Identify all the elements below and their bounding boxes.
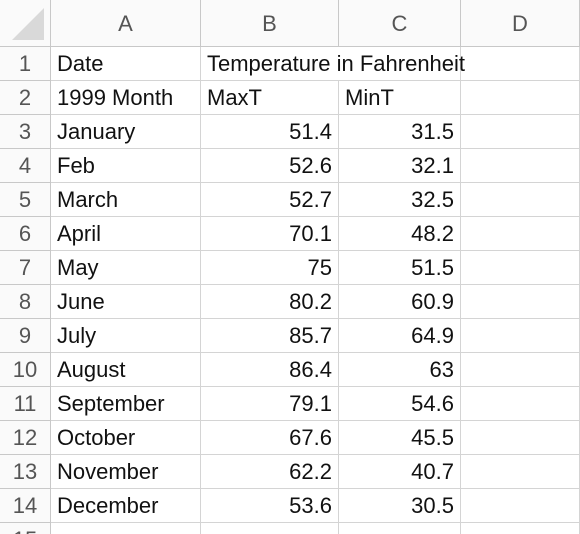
cell[interactable]: January	[51, 115, 201, 149]
cell[interactable]: December	[51, 489, 201, 523]
cell[interactable]: 48.2	[339, 217, 461, 251]
corner-cell[interactable]	[0, 0, 51, 47]
cell[interactable]	[461, 319, 580, 353]
row-header[interactable]: 14	[0, 489, 51, 523]
cell[interactable]: 86.4	[201, 353, 339, 387]
cell[interactable]	[461, 489, 580, 523]
row-header[interactable]: 6	[0, 217, 51, 251]
cell[interactable]: 51.4	[201, 115, 339, 149]
row-header[interactable]: 1	[0, 47, 51, 81]
cell[interactable]: 52.7	[201, 183, 339, 217]
column-header[interactable]: C	[339, 0, 461, 47]
cell[interactable]: 79.1	[201, 387, 339, 421]
cell[interactable]	[461, 421, 580, 455]
row-header[interactable]: 2	[0, 81, 51, 115]
cell[interactable]	[461, 387, 580, 421]
cell[interactable]: 31.5	[339, 115, 461, 149]
cell[interactable]: 52.6	[201, 149, 339, 183]
cell[interactable]	[339, 523, 461, 534]
cell[interactable]: September	[51, 387, 201, 421]
cell[interactable]: 1999 Month	[51, 81, 201, 115]
column-header[interactable]: B	[201, 0, 339, 47]
cell[interactable]: 40.7	[339, 455, 461, 489]
row-header[interactable]: 15	[0, 523, 51, 534]
cell[interactable]: Temperature in Fahrenheit	[201, 47, 465, 81]
cell[interactable]	[51, 523, 201, 534]
row-header[interactable]: 12	[0, 421, 51, 455]
cell[interactable]	[201, 523, 339, 534]
cell[interactable]: July	[51, 319, 201, 353]
row-header[interactable]: 8	[0, 285, 51, 319]
cell[interactable]: 54.6	[339, 387, 461, 421]
cell[interactable]: 85.7	[201, 319, 339, 353]
cell[interactable]	[461, 353, 580, 387]
cell[interactable]: May	[51, 251, 201, 285]
corner-triangle	[12, 8, 44, 40]
cell[interactable]: 30.5	[339, 489, 461, 523]
cell[interactable]: 51.5	[339, 251, 461, 285]
cell[interactable]: June	[51, 285, 201, 319]
cell[interactable]	[461, 149, 580, 183]
cell[interactable]: 32.1	[339, 149, 461, 183]
column-header[interactable]: D	[461, 0, 580, 47]
cell[interactable]: 64.9	[339, 319, 461, 353]
row-header[interactable]: 4	[0, 149, 51, 183]
cell[interactable]: 70.1	[201, 217, 339, 251]
cell[interactable]	[461, 217, 580, 251]
cell[interactable]: 80.2	[201, 285, 339, 319]
cell[interactable]: October	[51, 421, 201, 455]
cell[interactable]: November	[51, 455, 201, 489]
column-header[interactable]: A	[51, 0, 201, 47]
cell[interactable]: MaxT	[201, 81, 339, 115]
cell[interactable]	[461, 81, 580, 115]
cell[interactable]: MinT	[339, 81, 461, 115]
cell[interactable]	[461, 285, 580, 319]
cell[interactable]: March	[51, 183, 201, 217]
cell[interactable]: 32.5	[339, 183, 461, 217]
cell[interactable]: 45.5	[339, 421, 461, 455]
cell[interactable]	[461, 47, 580, 81]
row-header[interactable]: 9	[0, 319, 51, 353]
cell[interactable]: 53.6	[201, 489, 339, 523]
row-header[interactable]: 7	[0, 251, 51, 285]
cell[interactable]	[461, 115, 580, 149]
cell[interactable]: 62.2	[201, 455, 339, 489]
row-header[interactable]: 11	[0, 387, 51, 421]
row-header[interactable]: 3	[0, 115, 51, 149]
cell[interactable]: August	[51, 353, 201, 387]
cell[interactable]: Feb	[51, 149, 201, 183]
cell[interactable]: 67.6	[201, 421, 339, 455]
cell[interactable]: 60.9	[339, 285, 461, 319]
cell[interactable]: April	[51, 217, 201, 251]
cell[interactable]: 63	[339, 353, 461, 387]
row-header[interactable]: 5	[0, 183, 51, 217]
row-header[interactable]: 13	[0, 455, 51, 489]
cell[interactable]: Date	[51, 47, 201, 81]
cell[interactable]	[461, 455, 580, 489]
cell[interactable]	[461, 183, 580, 217]
row-header[interactable]: 10	[0, 353, 51, 387]
cell[interactable]	[461, 523, 580, 534]
cell[interactable]: 75	[201, 251, 339, 285]
cell[interactable]	[461, 251, 580, 285]
